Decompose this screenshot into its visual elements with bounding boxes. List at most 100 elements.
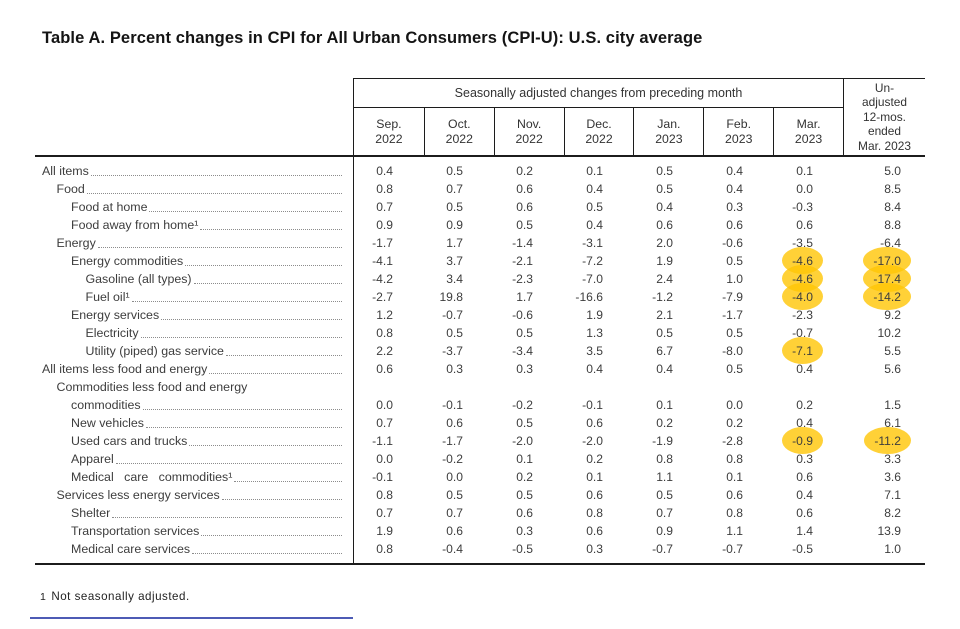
table-row: Food 0.8 0.7 0.6 0.4 0.5 0.4 0.0 8.5 [35, 180, 925, 198]
month-header-row: Sep. 2022 Oct. 2022 Nov. 2022 Dec. 2022 Jan. 2023… [354, 108, 843, 155]
value-cell: 0.5 [516, 488, 533, 502]
value-cell: -0.2 [512, 398, 533, 412]
value-cell: 1.3 [586, 326, 603, 340]
value-cell: 0.7 [376, 200, 393, 214]
value-cell: 0.6 [796, 506, 813, 520]
value-cell: 0.5 [446, 200, 463, 214]
value-cell: 0.7 [446, 506, 463, 520]
value-cell: 0.4 [586, 218, 603, 232]
value-cell: 0.4 [586, 362, 603, 376]
stub-divider-line [353, 157, 355, 563]
value-cell: 0.0 [796, 182, 813, 196]
value-cell: 0.4 [656, 362, 673, 376]
value-cell: 0.6 [376, 362, 393, 376]
value-cell: 0.2 [726, 416, 743, 430]
unadjusted-column-header: Un-adjusted 12-mos. ended Mar. 2023 [843, 78, 925, 155]
leader-dots [225, 355, 342, 356]
table-row: Energy services 1.2 -0.7 -0.6 1.9 2.1 -1.7 -2.3… [35, 306, 925, 324]
table-header: Seasonally adjusted changes from precedi… [35, 78, 925, 157]
table-row: All items less food and energy 0.6 0.3 0.3 0… [35, 360, 925, 378]
value-cell: 0.4 [656, 200, 673, 214]
value-cell: 0.6 [586, 488, 603, 502]
seasonally-adjusted-group: Seasonally adjusted changes from precedi… [353, 78, 843, 155]
value-cell: -0.6 [722, 236, 743, 250]
value-cell: -14.2 [843, 283, 925, 310]
value-cell: -7.2 [582, 254, 603, 268]
row-label: All items [42, 164, 89, 178]
highlighted-value: -7.1 [782, 337, 823, 364]
month-column-header: Feb. 2023 [703, 108, 773, 155]
value-cell: -6.4 [880, 236, 901, 250]
value-cell: 0.8 [376, 326, 393, 340]
table-row: Utility (piped) gas service 2.2 -3.7 -3.4 3.… [35, 337, 925, 364]
table-row: Food away from home¹ 0.9 0.9 0.5 0.4 0.6 0.6 0.… [35, 216, 925, 234]
value-cell: 1.0 [726, 272, 743, 286]
value-cell: 0.5 [516, 416, 533, 430]
leader-dots [140, 337, 342, 338]
value-cell: 0.6 [516, 200, 533, 214]
value-cell: 0.2 [796, 398, 813, 412]
leader-dots [146, 427, 342, 428]
value-cell: -2.0 [582, 434, 603, 448]
value-cell: -3.5 [792, 236, 813, 250]
value-cell: 1.0 [884, 542, 901, 556]
value-cell: 0.7 [376, 506, 393, 520]
table-row: Food at home 0.7 0.5 0.6 0.5 0.4 0.3 -0.3 8.4 [35, 198, 925, 216]
value-cell: 1.5 [884, 398, 901, 412]
value-cell: 0.0 [376, 398, 393, 412]
value-cell: -3.1 [582, 236, 603, 250]
value-cell: 0.6 [516, 506, 533, 520]
value-cell: 0.8 [726, 452, 743, 466]
value-cell: 0.0 [376, 452, 393, 466]
value-cell: 0.1 [656, 398, 673, 412]
value-cell: 0.4 [586, 182, 603, 196]
value-cell: -2.0 [512, 434, 533, 448]
table-row: Commodities less food and energy commodit… [35, 378, 925, 414]
row-label: Energy commodities [71, 254, 184, 268]
value-cell: 0.6 [796, 218, 813, 232]
value-cell: 0.8 [376, 182, 393, 196]
value-cell: 8.2 [884, 506, 901, 520]
table-row: Transportation services 1.9 0.6 0.3 0.6 0.9 1.… [35, 522, 925, 540]
value-cell: 0.6 [726, 488, 743, 502]
value-cell: 0.7 [446, 182, 463, 196]
value-cell: 7.1 [884, 488, 901, 502]
value-cell: 0.8 [376, 542, 393, 556]
row-label: Gasoline (all types) [85, 272, 192, 286]
table-row: Shelter 0.7 0.7 0.6 0.8 0.7 0.8 0.6 8.2 [35, 504, 925, 522]
month-column-header: Mar. 2023 [773, 108, 843, 155]
leader-dots [185, 265, 342, 266]
cpi-table: Seasonally adjusted changes from precedi… [35, 78, 925, 565]
row-label: Commodities less food and energy [56, 380, 248, 394]
leader-dots [193, 283, 342, 284]
value-cell: -2.3 [512, 272, 533, 286]
value-cell: -0.1 [442, 398, 463, 412]
value-cell: -16.6 [575, 290, 603, 304]
row-label: New vehicles [71, 416, 144, 430]
value-cell: 0.6 [726, 218, 743, 232]
highlighted-value: -14.2 [863, 283, 911, 310]
value-cell: 9.2 [884, 308, 901, 322]
highlighted-value: -4.0 [782, 283, 823, 310]
value-cell: -2.8 [722, 434, 743, 448]
value-cell: 0.6 [446, 416, 463, 430]
value-cell: 0.2 [586, 452, 603, 466]
stub-header-spacer [35, 78, 353, 155]
value-cell: 5.0 [884, 164, 901, 178]
value-cell: 0.1 [796, 164, 813, 178]
leader-dots [234, 481, 342, 482]
leader-dots [189, 445, 342, 446]
month-column-header: Dec. 2022 [563, 108, 634, 155]
value-cell: -0.3 [792, 200, 813, 214]
value-cell: 0.6 [586, 416, 603, 430]
value-cell: 3.4 [446, 272, 463, 286]
value-cell: -0.1 [372, 470, 393, 484]
value-cell: 0.6 [796, 470, 813, 484]
value-cell: -2.1 [512, 254, 533, 268]
leader-dots [115, 463, 342, 464]
row-label: Energy [56, 236, 96, 250]
value-cell: -1.2 [652, 290, 673, 304]
leader-dots [200, 229, 342, 230]
value-cell: 1.7 [446, 236, 463, 250]
